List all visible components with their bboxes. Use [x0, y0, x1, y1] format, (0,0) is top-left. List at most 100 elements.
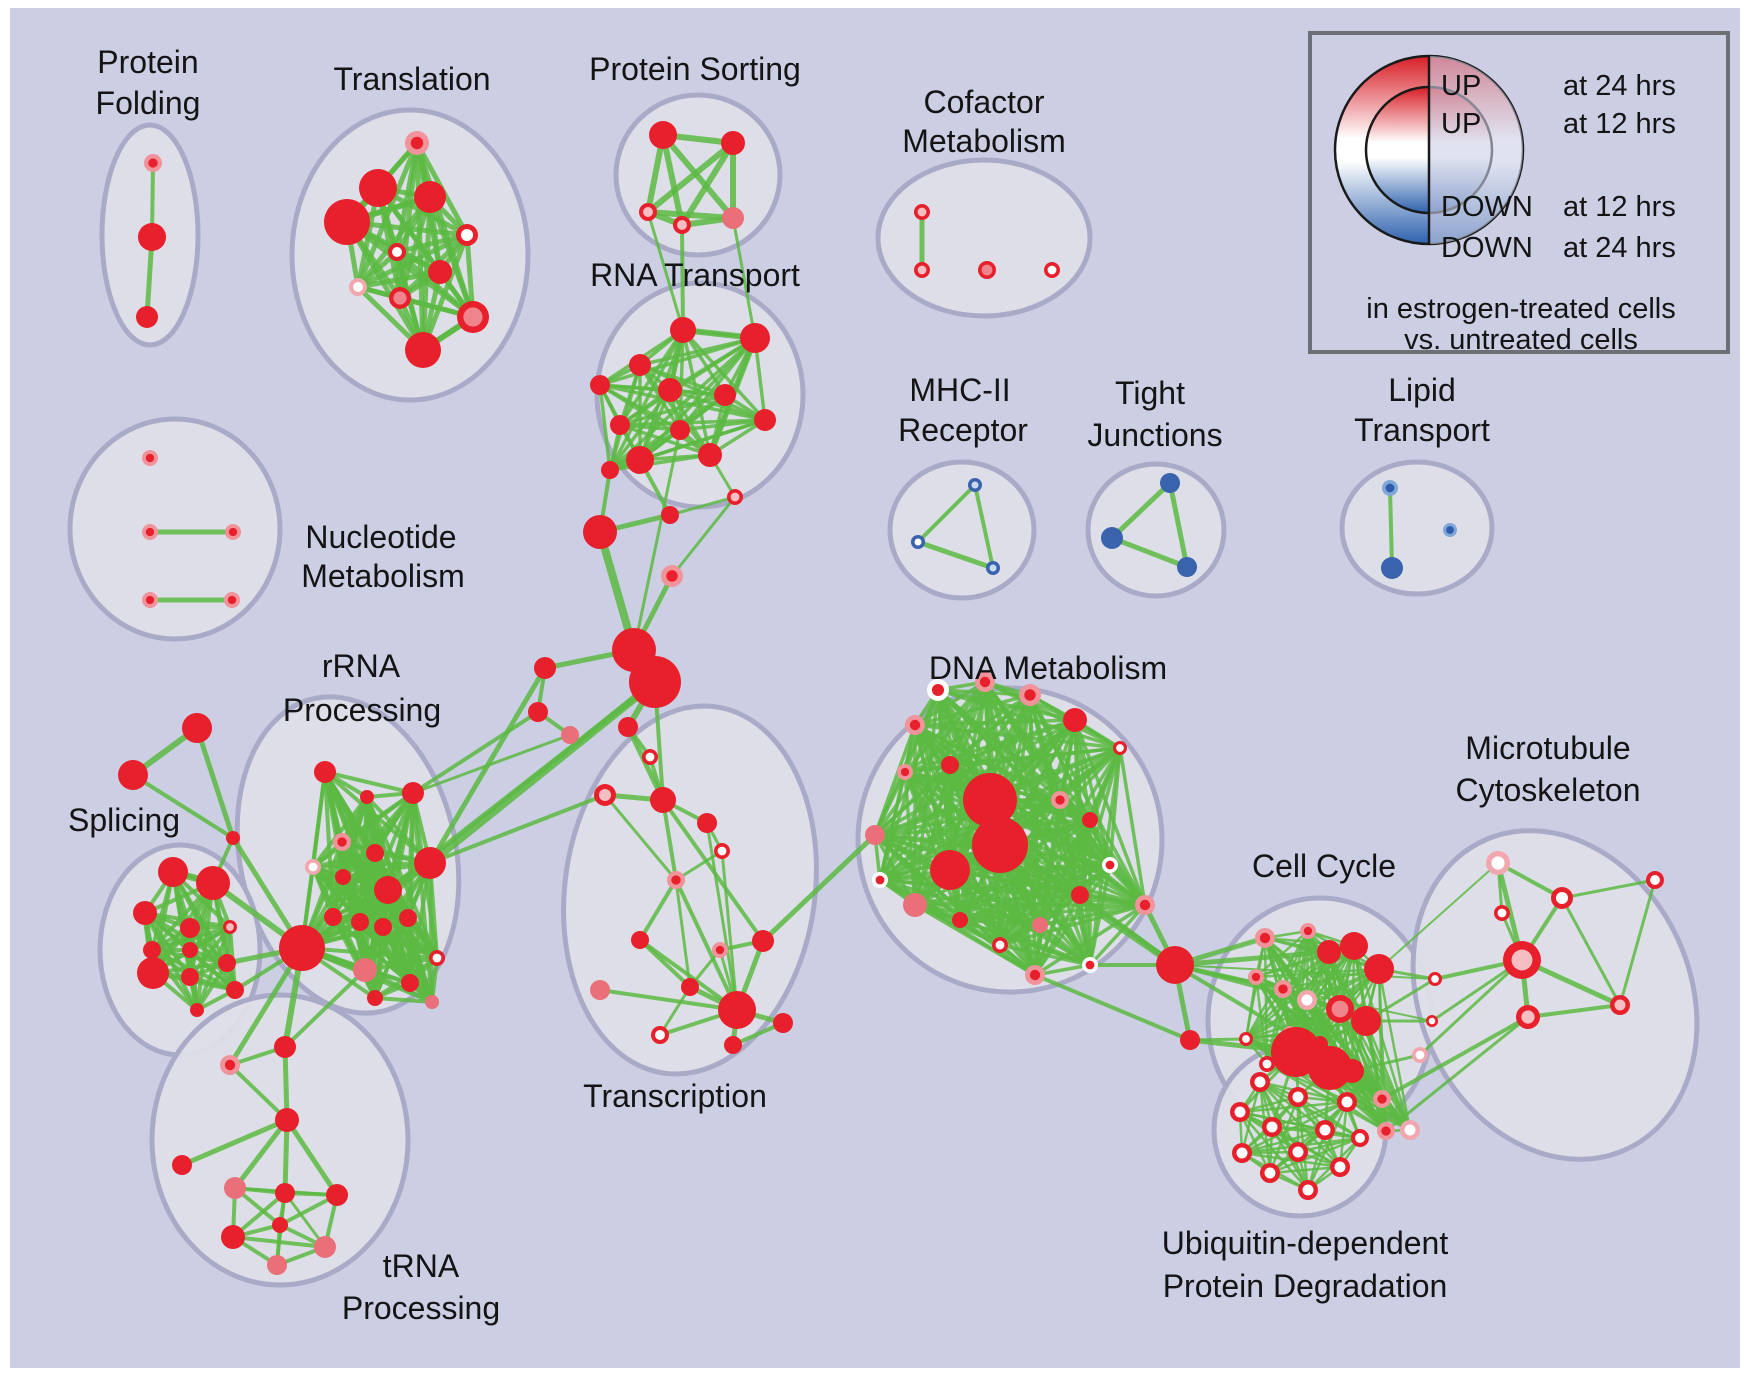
network-node-core: [460, 228, 474, 242]
network-edge: [660, 132, 736, 221]
network-node: [1340, 932, 1368, 960]
cluster-label: Cytoskeleton: [1456, 772, 1641, 808]
network-edge: [680, 223, 685, 332]
network-node-core: [1254, 1076, 1266, 1088]
network-node: [182, 942, 198, 958]
network-edge: [284, 1117, 340, 1198]
network-node-core: [1024, 689, 1036, 701]
network-node: [366, 844, 384, 862]
nodes-layer: [118, 121, 1664, 1275]
network-node: [133, 901, 157, 925]
cluster-label: MHC-II: [909, 372, 1010, 408]
network-node-core: [1292, 1091, 1304, 1103]
network-node-core: [1242, 1035, 1250, 1043]
network-node: [275, 1108, 299, 1132]
network-edge: [1172, 949, 1332, 968]
network-node: [721, 131, 745, 155]
network-edge: [282, 1044, 290, 1123]
network-node: [353, 958, 377, 982]
network-edge: [1238, 1100, 1349, 1114]
legend-entry: DOWN: [1441, 191, 1533, 223]
network-node: [590, 980, 610, 1000]
network-node-core: [1341, 1096, 1353, 1108]
network-edge: [913, 903, 1037, 977]
cluster-label: DNA Metabolism: [929, 650, 1167, 686]
network-edge: [1109, 535, 1190, 570]
cluster-label: Receptor: [898, 412, 1028, 448]
network-node-core: [1446, 526, 1454, 534]
network-edge: [674, 849, 724, 882]
network-node-core: [715, 945, 725, 955]
network-node: [629, 656, 681, 708]
cluster-label: Ubiquitin-dependent: [1162, 1225, 1449, 1261]
network-edge: [150, 925, 232, 952]
network-node-core: [145, 527, 155, 537]
network-node-core: [410, 136, 424, 150]
network-node-core: [392, 247, 402, 257]
network-node: [324, 908, 342, 926]
network-edge: [232, 1117, 290, 1191]
network-node: [714, 384, 736, 406]
cluster-label: Metabolism: [301, 558, 465, 594]
network-edge: [131, 773, 235, 840]
network-edge: [1560, 878, 1657, 900]
network-edge: [1244, 987, 1285, 1041]
network-edge: [1033, 903, 1147, 977]
network-edge: [916, 483, 977, 544]
network-node-core: [1431, 975, 1439, 983]
network-node: [528, 702, 548, 722]
network-edge: [373, 916, 410, 1000]
network-edge: [973, 483, 995, 570]
network-node-core: [643, 207, 653, 217]
network-edge: [428, 793, 607, 865]
network-edge: [1496, 861, 1564, 900]
network-edge: [1388, 486, 1394, 570]
network-node: [279, 925, 325, 971]
network-node: [274, 1036, 296, 1058]
cluster-label: Processing: [342, 1290, 500, 1326]
network-node-core: [875, 875, 885, 885]
network-node-core: [914, 538, 922, 546]
cluster-label: Translation: [333, 61, 490, 97]
network-edge: [958, 863, 1112, 922]
network-node-core: [1105, 860, 1115, 870]
cluster-label: rRNA: [322, 648, 401, 684]
network-edge: [913, 693, 1032, 727]
network-edge: [661, 798, 765, 943]
network-node-core: [1319, 1124, 1331, 1136]
network-node-core: [227, 595, 237, 605]
network-node-core: [655, 1030, 665, 1040]
legend-entry: at 12 hrs: [1563, 108, 1676, 140]
network-node: [314, 1236, 336, 1258]
network-edge: [283, 968, 367, 1049]
network-node-core: [1415, 1050, 1425, 1060]
network-node: [697, 813, 717, 833]
network-node-core: [226, 923, 234, 931]
network-node-core: [1491, 856, 1505, 870]
network-node-core: [1139, 899, 1151, 911]
network-node: [399, 909, 417, 927]
network-edge: [1033, 973, 1192, 1042]
network-node: [972, 817, 1028, 873]
network-edge: [598, 383, 767, 422]
network-node-core: [598, 788, 612, 802]
network-node-core: [308, 862, 318, 872]
network-node: [722, 207, 744, 229]
network-node: [351, 913, 369, 931]
network-node: [626, 446, 654, 474]
network-node-core: [1521, 1010, 1535, 1024]
network-node: [190, 1003, 204, 1017]
cluster-ellipse-lipid-transport: [1339, 459, 1495, 597]
network-node: [158, 857, 188, 887]
network-node: [698, 443, 722, 467]
network-node-core: [917, 207, 927, 217]
network-edge: [1306, 1128, 1327, 1192]
network-edge: [1167, 480, 1190, 570]
network-node-core: [1377, 1094, 1387, 1104]
network-edge: [618, 393, 727, 427]
network-edge: [1281, 967, 1381, 991]
network-edge: [668, 495, 737, 517]
network-node-core: [1555, 891, 1569, 905]
network-node: [180, 918, 200, 938]
